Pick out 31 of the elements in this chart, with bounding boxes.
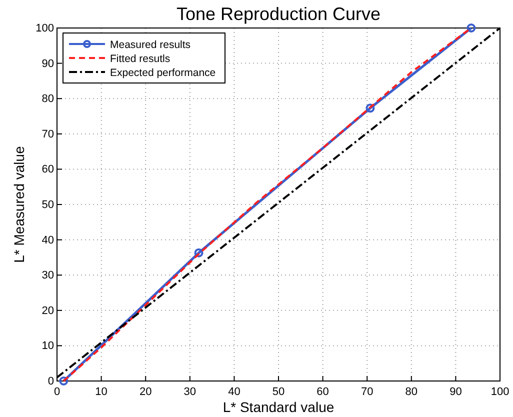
legend-label: Fitted resutls (110, 53, 170, 65)
x-tick-label: 100 (490, 386, 510, 398)
x-tick-label: 40 (228, 386, 240, 398)
point (366, 104, 375, 113)
y-tick-label: 20 (42, 304, 54, 317)
point (466, 24, 476, 32)
x-tick-label: 90 (450, 386, 462, 398)
x-tick-label: 80 (405, 386, 418, 398)
y-tick-label: 40 (42, 234, 54, 246)
y-tick-label: 100 (36, 22, 54, 35)
y-tick-label: 90 (42, 58, 54, 70)
x-tick-label: 60 (316, 386, 329, 398)
x-tick-label: 10 (95, 386, 108, 398)
legend-label: Expected performance (110, 67, 216, 79)
y-tick-label: 0 (48, 376, 54, 388)
point (59, 376, 68, 386)
y-axis-title: L* Measured value (11, 146, 27, 263)
x-tick-label: 20 (139, 386, 152, 398)
x-tick-label: 70 (360, 386, 374, 398)
y-tick-label: 50 (42, 199, 54, 212)
x-tick-label: 50 (272, 386, 285, 398)
y-tick-label: 60 (42, 164, 54, 176)
point (194, 248, 204, 258)
x-axis-title: L* Standard value (222, 399, 334, 415)
y-tick-label: 80 (42, 93, 54, 106)
chart-title: Tone Reproduction Curve (176, 4, 381, 24)
x-tick-label: 30 (184, 386, 196, 398)
y-tick-label: 70 (42, 128, 54, 140)
y-tick-label: 10 (42, 340, 54, 352)
y-tick-label: 30 (42, 270, 54, 282)
legend-label: Measured results (110, 39, 191, 51)
